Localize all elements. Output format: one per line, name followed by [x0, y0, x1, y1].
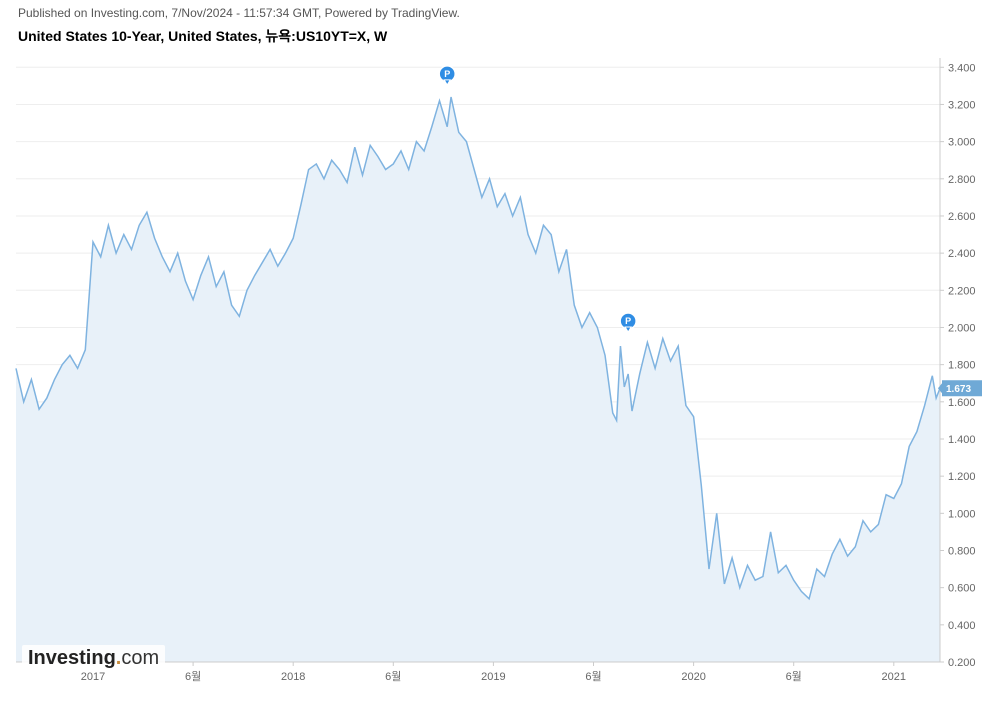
svg-text:0.600: 0.600 — [948, 583, 976, 595]
svg-text:3.000: 3.000 — [948, 137, 976, 149]
svg-text:1.600: 1.600 — [948, 397, 976, 409]
svg-text:6월: 6월 — [786, 670, 802, 683]
svg-text:2018: 2018 — [281, 671, 305, 683]
svg-text:2021: 2021 — [882, 671, 906, 683]
svg-text:1.400: 1.400 — [948, 434, 976, 446]
svg-text:2.800: 2.800 — [948, 174, 976, 186]
peak-marker-p1: P — [439, 66, 455, 85]
investing-logo: Investing.com — [22, 645, 165, 672]
svg-text:0.800: 0.800 — [948, 545, 976, 557]
svg-text:2.200: 2.200 — [948, 285, 976, 297]
y-axis-labels: 0.200 0.400 0.600 0.800 1.000 1.200 1.400 1.600… — [940, 62, 976, 669]
svg-text:2.600: 2.600 — [948, 211, 976, 223]
svg-text:1.673: 1.673 — [946, 384, 971, 395]
x-axis-labels: 2017 6월 2018 6월 2019 6월 2020 6월 2021 — [81, 662, 906, 683]
svg-text:2020: 2020 — [681, 671, 705, 683]
peak-marker-p2: P — [620, 313, 636, 332]
svg-text:0.400: 0.400 — [948, 620, 976, 632]
chart-title: United States 10-Year, United States, 뉴욕… — [18, 26, 387, 46]
svg-text:6월: 6월 — [385, 670, 401, 683]
svg-text:6월: 6월 — [585, 670, 601, 683]
current-value-badge: 1.673 — [938, 380, 982, 396]
logo-rest: com — [121, 647, 159, 669]
svg-text:P: P — [444, 69, 450, 79]
svg-text:6월: 6월 — [185, 670, 201, 683]
svg-text:1.200: 1.200 — [948, 471, 976, 483]
svg-text:2019: 2019 — [481, 671, 505, 683]
svg-text:2017: 2017 — [81, 671, 105, 683]
chart-svg: 0.200 0.400 0.600 0.800 1.000 1.200 1.400 1.600… — [0, 52, 993, 712]
publish-info: Published on Investing.com, 7/Nov/2024 -… — [18, 6, 460, 20]
svg-text:P: P — [625, 316, 631, 326]
chart-container: Published on Investing.com, 7/Nov/2024 -… — [0, 0, 993, 712]
svg-text:3.200: 3.200 — [948, 99, 976, 111]
logo-bold: Investing — [28, 647, 116, 669]
svg-text:1.000: 1.000 — [948, 508, 976, 520]
svg-text:3.400: 3.400 — [948, 62, 976, 74]
svg-text:1.800: 1.800 — [948, 360, 976, 372]
svg-text:2.400: 2.400 — [948, 248, 976, 260]
svg-text:2.000: 2.000 — [948, 322, 976, 334]
chart-plot-area[interactable]: 0.200 0.400 0.600 0.800 1.000 1.200 1.400 1.600… — [0, 52, 993, 712]
svg-text:0.200: 0.200 — [948, 657, 976, 669]
